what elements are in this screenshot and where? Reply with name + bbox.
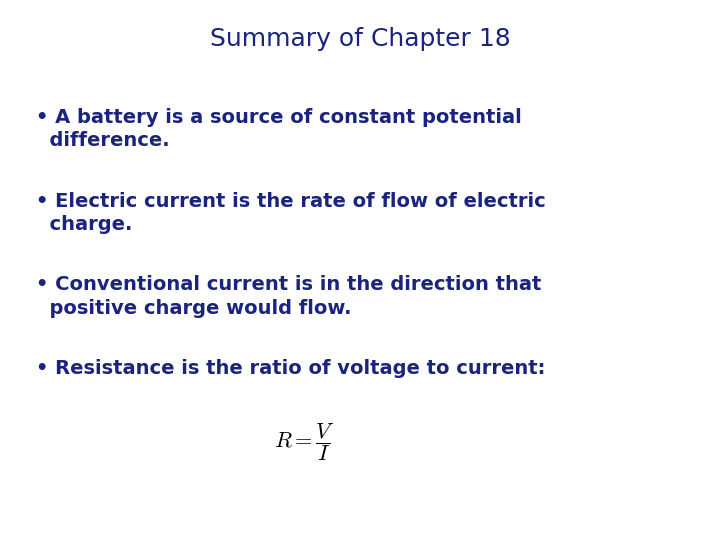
Text: • Resistance is the ratio of voltage to current:: • Resistance is the ratio of voltage to … <box>36 359 545 378</box>
Text: $R = \dfrac{V}{I}$: $R = \dfrac{V}{I}$ <box>274 421 335 463</box>
Text: • Electric current is the rate of flow of electric
  charge.: • Electric current is the rate of flow o… <box>36 192 546 234</box>
Text: • Conventional current is in the direction that
  positive charge would flow.: • Conventional current is in the directi… <box>36 275 541 318</box>
Text: • A battery is a source of constant potential
  difference.: • A battery is a source of constant pote… <box>36 108 522 151</box>
Text: Summary of Chapter 18: Summary of Chapter 18 <box>210 27 510 51</box>
